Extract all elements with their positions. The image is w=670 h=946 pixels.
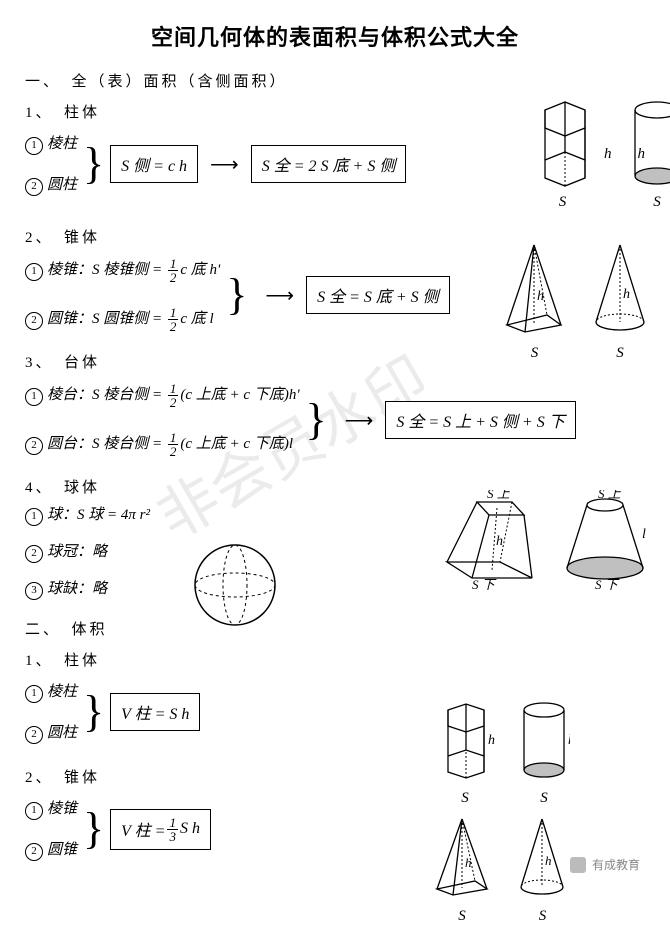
item-prism: 1棱柱 [25, 132, 77, 155]
arrow-icon: ⟶ [210, 152, 239, 177]
pyramid-figure: h S [497, 240, 572, 362]
cone-frustum-figure: l S 上 S 下 [560, 490, 650, 595]
formula-lateral: S 侧 = c h [110, 145, 198, 183]
svg-text:S 下: S 下 [472, 577, 497, 590]
brace-icon: } [83, 145, 104, 183]
brace-icon: } [306, 401, 327, 439]
sub-vol-prism: 1、 柱体 [25, 649, 645, 670]
item-pyramid: 1棱锥：S 棱锥侧 = 12c 底 h' [25, 257, 220, 284]
cone-figure-2: h S [515, 815, 570, 925]
arrow-icon: ⟶ [265, 283, 294, 308]
label-h2: h [638, 146, 646, 163]
formula-cone-total: S 全 = S 底 + S 侧 [306, 276, 450, 314]
item-vol-cone: 2圆锥 [25, 838, 77, 861]
item-vol-prism: 1棱柱 [25, 680, 77, 703]
page-title: 空间几何体的表面积与体积公式大全 [25, 20, 645, 52]
pyramid-figure-2: h S [427, 815, 497, 925]
cone-figure: h S [590, 240, 650, 362]
hexprism-figure: S [525, 98, 600, 211]
item-vol-pyramid: 1棱锥 [25, 797, 77, 820]
item-cone: 2圆锥：S 圆锥侧 = 12c 底 l [25, 306, 220, 333]
hexprism-figure-2: h S [430, 700, 500, 807]
formula-vol-prism: V 柱 = S h [110, 693, 200, 731]
formula-frustum-total: S 全 = S 上 + S 侧 + S 下 [385, 401, 575, 439]
cylinder-figure-2: h S [518, 700, 570, 807]
item-cone-frustum: 2圆台：S 棱台侧 = 12(c 上底 + c 下底)l [25, 431, 300, 458]
section-volume: 二、 体积 [25, 618, 645, 639]
footer-credit: 有成教育 [570, 856, 640, 873]
svg-text:h: h [465, 855, 472, 870]
section-surface-area: 一、 全（表）面积（含侧面积） [25, 70, 645, 91]
cylinder-figure: S [630, 98, 670, 211]
svg-text:S 上: S 上 [598, 490, 622, 501]
prism-frustum-figure: h S 上 S 下 [432, 490, 542, 595]
svg-text:h: h [537, 289, 544, 304]
formula-total: S 全 = 2 S 底 + S 侧 [251, 145, 407, 183]
svg-text:S 上: S 上 [487, 490, 511, 501]
item-prism-frustum: 1棱台：S 棱台侧 = 12(c 上底 + c 下底)h' [25, 382, 300, 409]
brace-icon: } [83, 810, 104, 848]
brace-icon: } [83, 693, 104, 731]
brace-icon: } [226, 276, 247, 314]
svg-text:S 下: S 下 [595, 577, 620, 590]
arrow-icon: ⟶ [345, 408, 374, 433]
svg-text:h: h [623, 287, 630, 302]
label-h: h [604, 146, 612, 163]
item-vol-cylinder: 2圆柱 [25, 721, 77, 744]
svg-text:h: h [568, 733, 570, 748]
sphere-figure [190, 540, 280, 635]
wechat-icon [570, 857, 586, 873]
svg-text:h: h [488, 733, 495, 748]
item-cylinder: 2圆柱 [25, 173, 77, 196]
svg-text:h: h [545, 853, 552, 868]
svg-text:h: h [496, 534, 503, 549]
formula-vol-cone: V 柱 = 13S h [110, 809, 211, 850]
svg-text:l: l [642, 527, 646, 542]
